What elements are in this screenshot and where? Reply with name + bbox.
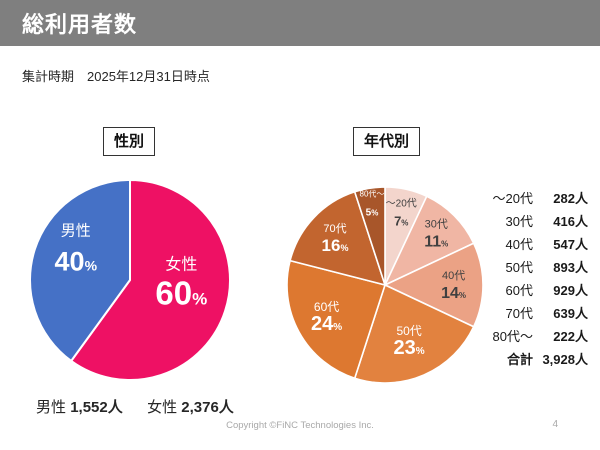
row-value: 639人	[553, 306, 588, 321]
table-row: ～20代 282人	[455, 186, 590, 209]
pie-slice-40代	[384, 242, 484, 328]
row-value: 547人	[553, 237, 588, 252]
row-value: 929人	[553, 283, 588, 298]
pie-slice-30代	[384, 195, 475, 286]
pie-slice-女性	[70, 179, 231, 381]
table-row: 70代 639人	[455, 301, 590, 324]
row-label: 40代	[505, 237, 533, 252]
table-row: 30代 416人	[455, 209, 590, 232]
age-pie-chart: ～20代 7% 30代 11%40代 14%50代 23%60代 24%70代 16%80代～…	[286, 186, 484, 384]
pie-slice-70代	[289, 191, 386, 286]
table-row: 60代 929人	[455, 278, 590, 301]
row-label: 合計	[506, 352, 533, 367]
row-label: 30代	[505, 214, 533, 229]
row-label: 70代	[505, 306, 533, 321]
gender-pie-chart: 女性 60%男性 40%	[29, 179, 231, 381]
row-label: 80代～	[492, 329, 533, 344]
male-summary-label: 男性	[36, 399, 67, 416]
female-summary-value: 2,376人	[181, 399, 234, 416]
row-value: 222人	[553, 329, 588, 344]
pie-label-～20代: ～20代 7%	[386, 197, 417, 228]
row-label: ～20代	[492, 191, 533, 206]
row-value: 416人	[553, 214, 588, 229]
gender-section-label: 性別	[103, 127, 156, 156]
pie-slice-50代	[353, 284, 475, 384]
age-section-label: 年代別	[353, 127, 421, 156]
pie-slice-80代～	[353, 186, 386, 286]
row-value: 282人	[553, 191, 588, 206]
pie-label-80代～: 80代～ 5%	[360, 189, 385, 219]
pie-slice-男性	[29, 179, 131, 362]
row-value: 893人	[553, 260, 588, 275]
table-row: 50代 893人	[455, 255, 590, 278]
pie-label-30代: 30代 11%	[424, 218, 448, 251]
table-row: 80代～ 222人	[455, 324, 590, 347]
gender-summary: 男性 1,552人 女性 2,376人	[36, 396, 234, 417]
row-value: 3,928人	[542, 352, 588, 367]
table-total-row: 合計 3,928人	[455, 347, 590, 370]
table-row: 40代 547人	[455, 232, 590, 255]
row-label: 50代	[505, 260, 533, 275]
female-summary-label: 女性	[147, 399, 178, 416]
row-label: 60代	[505, 283, 533, 298]
aggregation-period-text: 集計時期 2025年12月31日時点	[22, 69, 210, 84]
male-summary-value: 1,552人	[70, 399, 123, 416]
age-table: ～20代 282人 30代 416人 40代 547人 50代 893人 60代 929人 70代 6…	[455, 186, 590, 370]
title-bar: 総利用者数	[0, 0, 600, 46]
footer-copyright: Copyright ©FiNC Technologies Inc.	[226, 420, 374, 431]
page-number: 4	[552, 419, 558, 430]
page-title: 総利用者数	[22, 12, 138, 37]
pie-slice-60代	[286, 259, 386, 379]
